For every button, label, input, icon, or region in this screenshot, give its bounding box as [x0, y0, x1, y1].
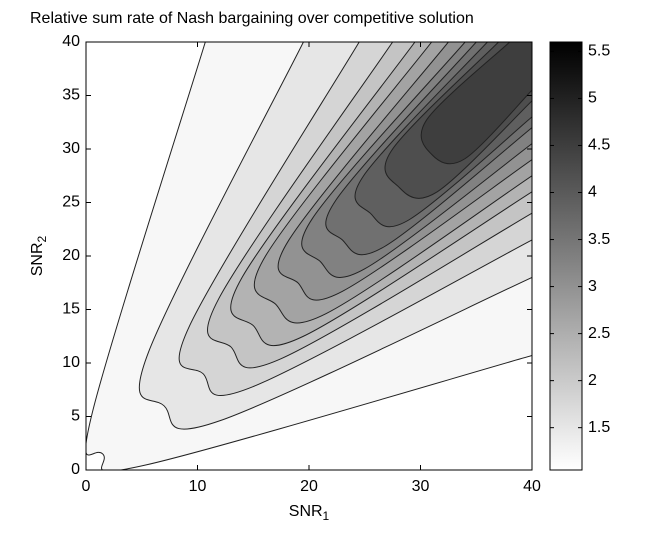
- contour-line: [354, 42, 532, 228]
- x-tick-label: 0: [82, 478, 91, 495]
- plot-area: [86, 42, 532, 470]
- contour-region: [421, 42, 532, 164]
- chart-title: Relative sum rate of Nash bargaining ove…: [30, 10, 474, 27]
- contour-line: [138, 42, 532, 430]
- colorbar-tick-label: 4: [588, 184, 597, 201]
- y-label-text: SNR: [29, 242, 46, 276]
- contour-line: [253, 42, 532, 324]
- colorbar-tick-label: 5.5: [588, 43, 610, 60]
- x-tick-label: 40: [523, 478, 541, 495]
- y-tick-label: 5: [71, 408, 80, 425]
- contour-line: [86, 42, 532, 470]
- y-tick-label: 10: [62, 354, 80, 371]
- contour-line: [178, 42, 532, 396]
- x-label-text: SNR: [289, 503, 323, 520]
- contour-line: [277, 42, 532, 301]
- contour-line: [301, 42, 532, 278]
- x-tick-label: 20: [300, 478, 318, 495]
- contour-line: [207, 42, 532, 369]
- y-label-subscript: 2: [35, 235, 49, 242]
- contour-line: [384, 42, 532, 199]
- x-tick-label: 30: [412, 478, 430, 495]
- colorbar-tick-label: 2.5: [588, 325, 610, 342]
- contour-line: [420, 42, 532, 165]
- y-tick-label: 40: [62, 33, 80, 50]
- y-tick-label: 20: [62, 247, 80, 264]
- colorbar-tick-label: 3.5: [588, 231, 610, 248]
- y-tick-label: 35: [62, 87, 80, 104]
- y-tick-label: 0: [71, 461, 80, 478]
- colorbar-tick-label: 4.5: [588, 137, 610, 154]
- colorbar: [549, 41, 583, 471]
- contour-line: [325, 42, 532, 256]
- x-tick-label: 10: [189, 478, 207, 495]
- contour-line: [230, 42, 532, 347]
- y-tick-label: 15: [62, 301, 80, 318]
- y-tick-label: 30: [62, 140, 80, 157]
- y-tick-label: 25: [62, 194, 80, 211]
- x-label-subscript: 1: [323, 509, 330, 523]
- colorbar-tick-label: 2: [588, 372, 597, 389]
- colorbar-tick-label: 3: [588, 278, 597, 295]
- x-axis-label: SNR1: [289, 503, 330, 523]
- y-axis-label: SNR2: [29, 235, 49, 276]
- colorbar-tick-label: 5: [588, 90, 597, 107]
- colorbar-tick-label: 1.5: [588, 419, 610, 436]
